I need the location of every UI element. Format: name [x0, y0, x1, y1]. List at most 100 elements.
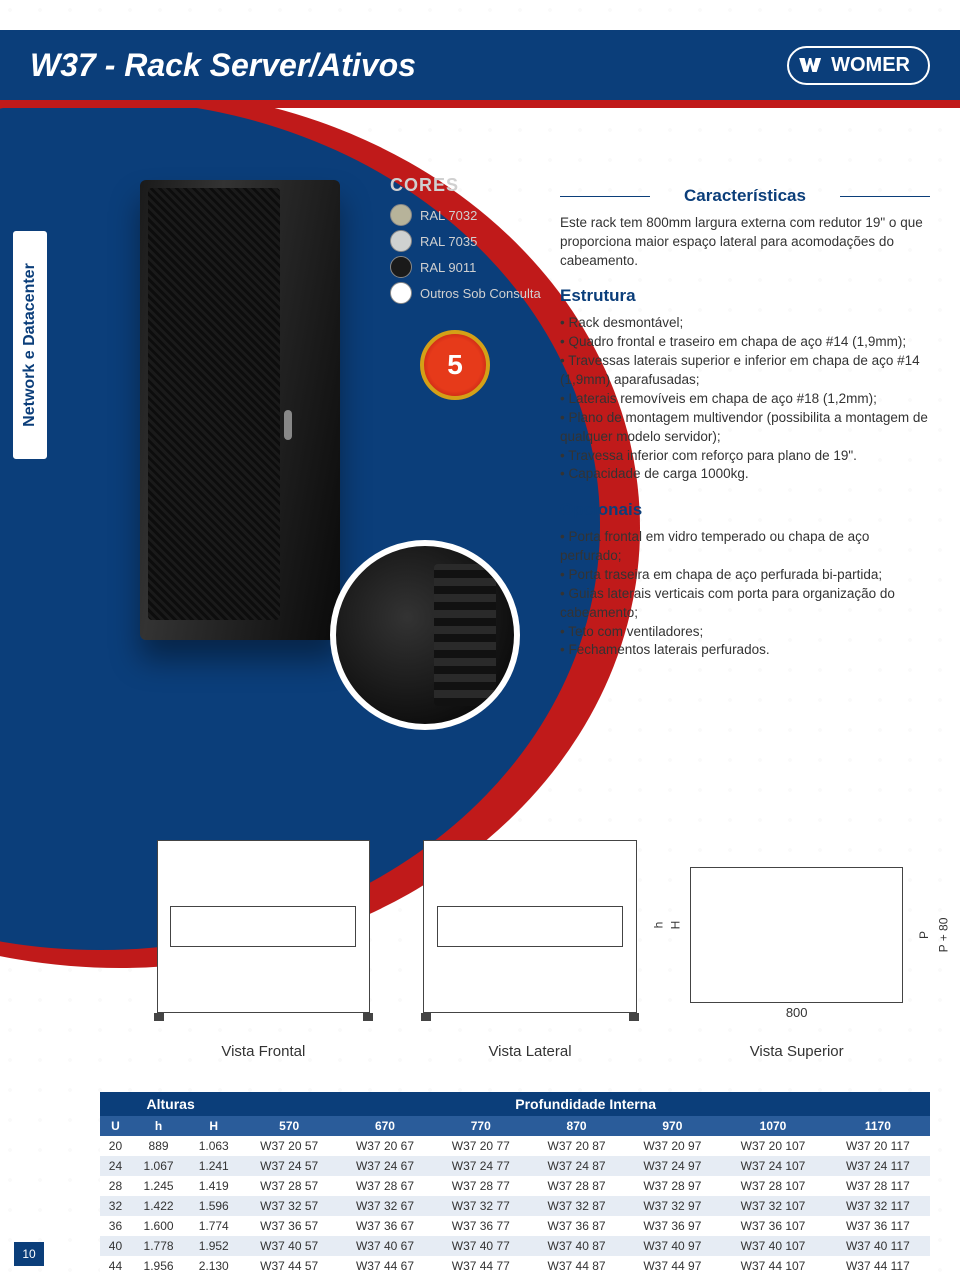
table-cell: 28 — [100, 1176, 131, 1196]
drawing-lateral-box: h H — [423, 840, 636, 1013]
table-cell: 1.956 — [131, 1256, 186, 1276]
category-tab: Network e Datacenter — [12, 230, 48, 460]
page-title: W37 - Rack Server/Ativos — [30, 47, 416, 84]
table-cell: 40 — [100, 1236, 131, 1256]
table-cell: W37 40 117 — [826, 1236, 930, 1256]
table-cell: W37 36 117 — [826, 1216, 930, 1236]
table-cell: W37 20 67 — [337, 1136, 433, 1156]
drawing-frontal-box — [157, 840, 370, 1013]
color-row: Outros Sob Consulta — [390, 282, 541, 304]
table-cell: W37 44 77 — [433, 1256, 529, 1276]
table-cell: W37 36 57 — [241, 1216, 337, 1236]
colors-title: CORES — [390, 175, 541, 196]
table-cell: W37 44 97 — [624, 1256, 720, 1276]
drawing-superior-label: Vista Superior — [750, 1043, 844, 1060]
list-item: Porta traseira em chapa de aço perfurada… — [560, 566, 930, 585]
table-cell: 1.600 — [131, 1216, 186, 1236]
estrutura-heading: Estrutura — [560, 284, 930, 308]
drawing-superior-box: P P + 80 800 — [690, 867, 903, 1003]
table-cell: W37 44 57 — [241, 1256, 337, 1276]
dim-800: 800 — [786, 1005, 808, 1020]
page-number: 10 — [14, 1242, 44, 1266]
table-cell: W37 20 57 — [241, 1136, 337, 1156]
table-cell: W37 32 77 — [433, 1196, 529, 1216]
table-cell: W37 24 87 — [529, 1156, 625, 1176]
table-cell: W37 20 117 — [826, 1136, 930, 1156]
table-cell: 36 — [100, 1216, 131, 1236]
table-col-header: UhH57067077087097010701170 — [100, 1116, 930, 1136]
brand-logo: WOMER — [787, 46, 930, 85]
table-cell: W37 20 77 — [433, 1136, 529, 1156]
table-cell: 44 — [100, 1256, 131, 1276]
table-row: 441.9562.130W37 44 57W37 44 67W37 44 77W… — [100, 1256, 930, 1276]
table-cell: 1.067 — [131, 1156, 186, 1176]
category-tab-label: Network e Datacenter — [21, 263, 39, 427]
group-profundidade: Profundidade Interna — [241, 1092, 930, 1116]
col-header-cell: 1170 — [826, 1116, 930, 1136]
color-label: RAL 7032 — [420, 208, 477, 223]
opcionais-list: Porta frontal em vidro temperado ou chap… — [560, 528, 930, 660]
table-cell: W37 44 107 — [720, 1256, 825, 1276]
dim-h: h — [651, 922, 665, 929]
table-cell: 2.130 — [186, 1256, 241, 1276]
color-label: RAL 7035 — [420, 234, 477, 249]
table-cell: W37 36 97 — [624, 1216, 720, 1236]
table-cell: 1.952 — [186, 1236, 241, 1256]
table-cell: W37 44 117 — [826, 1256, 930, 1276]
list-item: Porta frontal em vidro temperado ou chap… — [560, 528, 930, 566]
list-item: Capacidade de carga 1000kg. — [560, 465, 930, 484]
table-row: 208891.063W37 20 57W37 20 67W37 20 77W37… — [100, 1136, 930, 1156]
table-cell: W37 28 57 — [241, 1176, 337, 1196]
table-cell: 20 — [100, 1136, 131, 1156]
col-header-cell: h — [131, 1116, 186, 1136]
table-cell: W37 28 117 — [826, 1176, 930, 1196]
table-cell: W37 24 107 — [720, 1156, 825, 1176]
table-cell: W37 32 57 — [241, 1196, 337, 1216]
col-header-cell: 770 — [433, 1116, 529, 1136]
table-cell: W37 28 97 — [624, 1176, 720, 1196]
table-cell: W37 28 77 — [433, 1176, 529, 1196]
warranty-years: 5 — [447, 349, 463, 381]
list-item: Teto com ventiladores; — [560, 623, 930, 642]
list-item: Fechamentos laterais perfurados. — [560, 641, 930, 660]
col-header-cell: 570 — [241, 1116, 337, 1136]
table-cell: W37 40 57 — [241, 1236, 337, 1256]
group-alturas: Alturas — [100, 1092, 241, 1116]
table-cell: W37 32 87 — [529, 1196, 625, 1216]
table-group-header: Alturas Profundidade Interna — [100, 1092, 930, 1116]
table-cell: W37 44 67 — [337, 1256, 433, 1276]
color-row: RAL 7035 — [390, 230, 541, 252]
table-cell: W37 36 87 — [529, 1216, 625, 1236]
table-cell: W37 24 57 — [241, 1156, 337, 1176]
col-header-cell: 670 — [337, 1116, 433, 1136]
table-cell: W37 40 67 — [337, 1236, 433, 1256]
table-cell: 1.241 — [186, 1156, 241, 1176]
table-cell: 1.778 — [131, 1236, 186, 1256]
table-cell: W37 32 67 — [337, 1196, 433, 1216]
color-row: RAL 7032 — [390, 204, 541, 226]
table-cell: W37 40 77 — [433, 1236, 529, 1256]
table-cell: W37 20 107 — [720, 1136, 825, 1156]
table-cell: W37 20 87 — [529, 1136, 625, 1156]
drawing-frontal-label: Vista Frontal — [221, 1043, 305, 1060]
table-cell: 1.419 — [186, 1176, 241, 1196]
table-row: 401.7781.952W37 40 57W37 40 67W37 40 77 W… — [100, 1236, 930, 1256]
table-row: 281.2451.419W37 28 57W37 28 67W37 28 77W… — [100, 1176, 930, 1196]
drawing-lateral: h H Vista Lateral — [397, 840, 664, 1060]
color-swatch — [390, 256, 412, 278]
list-item: Guias laterais verticais com porta para … — [560, 585, 930, 623]
color-row: RAL 9011 — [390, 256, 541, 278]
table-cell: W37 28 107 — [720, 1176, 825, 1196]
table-cell: W37 44 87 — [529, 1256, 625, 1276]
table-cell: 889 — [131, 1136, 186, 1156]
color-label: Outros Sob Consulta — [420, 286, 541, 301]
list-item: Plano de montagem multivendor (possibili… — [560, 409, 930, 447]
table-cell: W37 24 97 — [624, 1156, 720, 1176]
table-row: 241.0671.241W37 24 57W37 24 67W37 24 77W… — [100, 1156, 930, 1176]
table-cell: W37 24 77 — [433, 1156, 529, 1176]
spec-table: Alturas Profundidade Interna UhH57067077… — [100, 1092, 930, 1276]
caracteristicas-heading: Características — [560, 184, 930, 208]
table-cell: W37 36 77 — [433, 1216, 529, 1236]
table-cell: W37 36 107 — [720, 1216, 825, 1236]
color-swatch — [390, 204, 412, 226]
